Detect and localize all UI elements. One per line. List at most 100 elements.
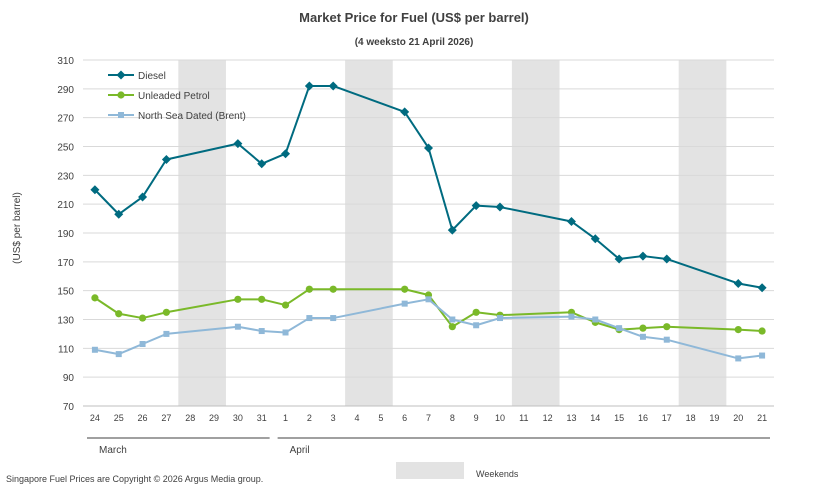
data-point-unleaded-petrol (305, 285, 313, 293)
y-tick-label: 170 (57, 258, 74, 269)
legend-label-unleaded-petrol: Unleaded Petrol (138, 91, 210, 102)
legend-label-north-sea-dated-brent: North Sea Dated (Brent) (138, 111, 246, 122)
data-point-north-sea-dated-brent (639, 333, 646, 340)
x-tick-label: 18 (686, 413, 696, 423)
data-point-diesel (328, 81, 338, 91)
data-point-diesel (638, 251, 648, 261)
x-tick-label: 24 (90, 413, 100, 423)
data-point-north-sea-dated-brent (282, 329, 289, 336)
x-tick-label: 11 (519, 413, 528, 423)
data-point-north-sea-dated-brent (735, 355, 742, 362)
data-point-north-sea-dated-brent (449, 316, 456, 323)
x-tick-label: 4 (355, 413, 360, 423)
chart-title: Market Price for Fuel (US$ per barrel) (299, 10, 529, 25)
series-north-sea-dated-brent (91, 296, 766, 362)
y-tick-label: 210 (57, 200, 74, 211)
x-tick-label: 16 (638, 413, 648, 423)
x-tick-label: 26 (138, 413, 148, 423)
data-point-diesel (662, 254, 672, 264)
data-point-diesel (304, 81, 314, 91)
y-tick-label: 270 (57, 114, 74, 125)
data-point-diesel (757, 283, 767, 293)
data-point-unleaded-petrol (138, 314, 147, 322)
y-tick-label: 190 (57, 229, 74, 240)
data-point-diesel (590, 234, 600, 244)
weekends-swatch (396, 462, 464, 479)
x-tick-label: 31 (257, 413, 267, 423)
x-tick-label: 15 (614, 413, 624, 423)
weekends-label: Weekends (476, 469, 519, 479)
data-point-diesel (447, 225, 457, 235)
legend-label-diesel: Diesel (138, 71, 166, 82)
x-tick-label: 10 (495, 413, 505, 423)
x-tick-label: 3 (331, 413, 336, 423)
y-tick-label: 310 (57, 56, 74, 67)
data-point-diesel (138, 192, 148, 202)
month-label: March (99, 445, 127, 456)
legend-marker-unleaded-petrol (117, 91, 125, 99)
data-point-unleaded-petrol (329, 285, 337, 293)
x-tick-label: 13 (566, 413, 576, 423)
data-point-unleaded-petrol (115, 310, 123, 318)
x-tick-label: 19 (709, 413, 719, 423)
x-tick-label: 9 (474, 413, 479, 423)
y-tick-label: 150 (57, 287, 74, 298)
data-point-unleaded-petrol (734, 325, 742, 334)
data-point-diesel (114, 209, 124, 219)
legend-marker-diesel (116, 70, 126, 80)
copyright-note: Singapore Fuel Prices are Copyright © 20… (6, 474, 263, 484)
data-point-unleaded-petrol (234, 295, 242, 303)
data-point-north-sea-dated-brent (234, 323, 241, 330)
x-tick-label: 30 (233, 413, 243, 423)
x-tick-label: 29 (209, 413, 219, 423)
data-point-north-sea-dated-brent (330, 315, 337, 322)
x-tick-label: 2 (307, 413, 312, 423)
x-tick-label: 28 (185, 413, 195, 423)
x-tick-label: 25 (114, 413, 124, 423)
gridlines: 70 90 110 130 150 170 190 210 230 250 270 290 310 (57, 56, 774, 413)
y-tick-label: 110 (58, 344, 74, 355)
month-label: April (290, 445, 310, 456)
data-point-north-sea-dated-brent (663, 336, 670, 343)
data-point-diesel (424, 143, 433, 153)
data-point-unleaded-petrol (663, 323, 671, 331)
data-point-diesel (161, 154, 171, 164)
data-point-north-sea-dated-brent (306, 315, 313, 322)
data-point-north-sea-dated-brent (616, 325, 623, 332)
y-tick-label: 250 (57, 143, 74, 154)
data-point-diesel (614, 254, 624, 264)
x-tick-label: 14 (590, 413, 600, 423)
data-point-diesel (471, 201, 481, 211)
x-tick-label: 7 (426, 413, 431, 423)
legend-marker-north-sea-dated-brent (118, 112, 124, 118)
y-tick-label: 70 (63, 402, 75, 413)
x-tick-label: 12 (543, 413, 553, 423)
data-point-diesel (233, 139, 243, 149)
y-tick-label: 90 (63, 373, 75, 384)
y-tick-label: 130 (57, 316, 74, 327)
data-point-north-sea-dated-brent (425, 296, 432, 303)
x-tick-label: 17 (662, 413, 672, 423)
data-point-diesel (257, 159, 267, 169)
data-point-north-sea-dated-brent (568, 313, 575, 320)
data-point-unleaded-petrol (281, 301, 290, 309)
series-lines (90, 81, 767, 362)
data-point-diesel (90, 185, 100, 195)
x-tick-label: 5 (378, 413, 383, 423)
data-point-north-sea-dated-brent (258, 328, 265, 335)
x-tick-label: 27 (161, 413, 171, 423)
axes: 24 25 26 27 28 29 30 31 1 2 3 4 5 6 7 8 9 10 11 12 13 14 15 16 1… (83, 405, 774, 456)
data-point-diesel (566, 216, 576, 226)
data-point-unleaded-petrol (91, 294, 99, 302)
y-tick-label: 230 (57, 171, 74, 182)
data-point-diesel (400, 107, 410, 117)
data-point-north-sea-dated-brent (592, 316, 599, 323)
data-point-diesel (733, 278, 743, 288)
data-point-north-sea-dated-brent (473, 322, 480, 329)
data-point-diesel (495, 202, 505, 212)
x-tick-label: 20 (733, 413, 743, 423)
x-tick-label: 6 (402, 413, 407, 423)
y-axis-label: (US$ per barrel) (12, 192, 23, 264)
data-point-unleaded-petrol (401, 285, 409, 293)
